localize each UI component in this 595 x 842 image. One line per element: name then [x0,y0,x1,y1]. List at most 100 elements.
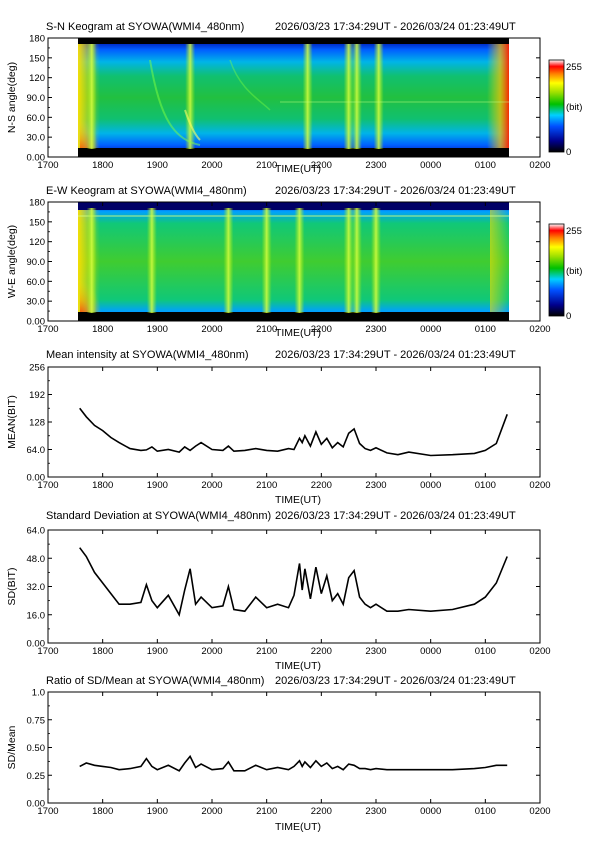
x-tick-label: 2000 [201,480,222,491]
x-axis-label: TIME(UT) [275,494,321,506]
x-tick-label: 2100 [256,480,277,491]
x-tick-label: 2300 [365,806,386,817]
x-tick-label: 0000 [420,160,441,171]
y-tick-label: 90.0 [27,257,46,268]
x-axis-label: TIME(UT) [275,821,321,833]
y-tick-label: 16.0 [27,610,46,621]
panel-time-range: 2026/03/23 17:34:29UT - 2026/03/24 01:23… [275,349,516,361]
axes: 1700 1800 1900 2000 2100 2200 2300 0000 0100 0200… [27,34,551,172]
x-tick-label: 2300 [365,480,386,491]
x-tick-label: 1900 [147,160,168,171]
bright-column [371,208,381,313]
x-tick-label: 0200 [529,160,550,171]
panel-title: E-W Keogram at SYOWA(WMI4_480nm) [46,185,247,197]
panel-mean-intensity: Mean intensity at SYOWA(WMI4_480nm) 2026… [6,349,551,506]
panel-ew-keogram: E-W Keogram at SYOWA(WMI4_480nm) 2026/03… [6,185,582,339]
y-tick-label: 0.50 [27,743,46,754]
panel-standard-deviation: Standard Deviation at SYOWA(WMI4_480nm) … [6,510,551,672]
x-tick-label: 1800 [92,646,113,657]
bright-column [302,44,313,149]
colorbar-max-label: 255 [566,226,582,237]
x-tick-label: 0000 [420,646,441,657]
y-tick-label: 32.0 [27,582,46,593]
bright-column [373,44,384,149]
x-tick-label: 0200 [529,806,550,817]
y-tick-label: 120 [29,237,45,248]
colorbar-max-label: 255 [566,62,582,73]
y-tick-label: 48.0 [27,554,46,565]
y-tick-label: 0.00 [27,317,46,328]
y-tick-label: 150 [29,217,45,228]
y-tick-label: 0.00 [27,639,46,650]
y-tick-label: 150 [29,53,45,64]
keogram-image [78,38,509,157]
colorbar-unit-label: (bit) [566,266,582,277]
x-tick-label: 2100 [256,324,277,335]
x-tick-label: 2300 [365,160,386,171]
y-tick-label: 64.0 [27,526,46,537]
x-tick-label: 2200 [311,646,332,657]
x-tick-label: 0000 [420,324,441,335]
x-tick-label: 1800 [92,806,113,817]
bright-column [343,208,354,313]
y-tick-label: 0.25 [27,771,46,782]
x-tick-label: 2000 [201,806,222,817]
colorbar: 255 (bit) 0 [548,223,582,322]
x-tick-label: 1800 [92,480,113,491]
panel-title: Mean intensity at SYOWA(WMI4_480nm) [46,349,249,361]
x-tick-label: 0100 [475,324,496,335]
y-tick-label: 0.75 [27,715,46,726]
x-tick-label: 2200 [311,324,332,335]
bright-columns [86,44,384,149]
bright-column [86,44,97,149]
x-tick-label: 1700 [37,324,58,335]
x-tick-label: 2200 [311,806,332,817]
x-tick-label: 0200 [529,324,550,335]
x-tick-label: 2200 [311,480,332,491]
y-axis-label: SD/Mean [6,725,18,769]
x-tick-label: 2000 [201,646,222,657]
x-tick-label: 0100 [475,646,496,657]
y-axis-label: N-S angle(deg) [6,62,18,133]
x-tick-label: 1700 [37,160,58,171]
bright-columns [86,208,381,313]
y-tick-label: 180 [29,198,45,209]
y-axis-label: SD(BIT) [6,568,18,606]
series-line [79,407,508,457]
x-tick-label: 2000 [201,160,222,171]
x-tick-label: 0000 [420,806,441,817]
panel-time-range: 2026/03/23 17:34:29UT - 2026/03/24 01:23… [275,675,516,687]
plot-frame [47,691,541,804]
keogram-image [78,202,509,321]
panel-sn-keogram: S-N Keogram at SYOWA(WMI4_480nm) 2026/03… [6,21,582,175]
x-tick-label: 1700 [37,480,58,491]
x-tick-label: 0200 [529,480,550,491]
plot-frame [47,366,541,478]
y-tick-label: 90.0 [27,93,46,104]
y-tick-label: 60.0 [27,277,46,288]
series-line [79,754,508,772]
colorbar-min-label: 0 [566,311,571,322]
colorbar-min-label: 0 [566,147,571,158]
y-tick-label: 192 [29,390,45,401]
x-tick-label: 0100 [475,480,496,491]
series-line [79,547,508,618]
plot-frame [47,529,541,644]
x-tick-label: 1900 [147,480,168,491]
axes: 1700 1800 1900 2000 2100 2200 2300 0000 0100 0200… [27,526,551,658]
panel-title: Standard Deviation at SYOWA(WMI4_480nm) [46,510,271,522]
x-axis-label: TIME(UT) [275,163,321,175]
x-tick-label: 1900 [147,646,168,657]
x-tick-label: 2100 [256,160,277,171]
bright-column [351,208,362,313]
x-axis-label: TIME(UT) [275,327,321,339]
colorbar: 255 (bit) 0 [548,59,582,158]
x-tick-label: 2100 [256,646,277,657]
x-tick-label: 2100 [256,806,277,817]
x-tick-label: 1900 [147,324,168,335]
axes: 1700 1800 1900 2000 2100 2200 2300 0000 0100 0200… [27,198,551,336]
bright-column [223,208,234,313]
x-tick-label: 1700 [37,646,58,657]
bright-column [185,44,196,149]
